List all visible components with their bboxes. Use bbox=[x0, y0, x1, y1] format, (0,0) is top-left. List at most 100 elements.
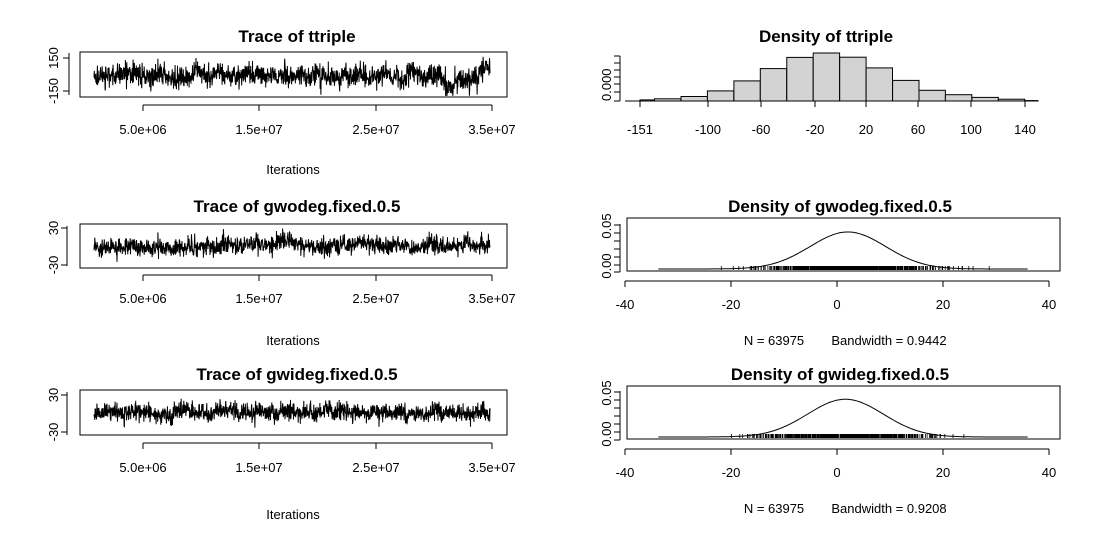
histogram-bar bbox=[681, 97, 707, 102]
x-tick-label: 3.5e+07 bbox=[468, 460, 515, 475]
trace-line bbox=[94, 229, 490, 262]
trace-gwodeg-panel: Trace of gwodeg.fixed.0.5 30 -30 5.0e+06… bbox=[0, 178, 553, 360]
histogram-bar bbox=[707, 91, 733, 101]
histogram-bar bbox=[760, 69, 786, 101]
x-axis: 5.0e+06 1.5e+07 2.5e+07 3.5e+07 bbox=[119, 275, 515, 306]
y-axis: 30 -30 bbox=[46, 388, 67, 442]
x-tick-label: 20 bbox=[936, 297, 950, 312]
histogram-bar bbox=[787, 57, 813, 101]
y-axis: 150 -150 bbox=[46, 47, 69, 104]
bandwidth-label: Bandwidth = 0.9208 bbox=[831, 501, 946, 516]
chart-title: Density of gwideg.fixed.0.5 bbox=[731, 365, 949, 384]
x-tick-label: -60 bbox=[752, 122, 771, 137]
x-axis: -40 -20 0 20 40 bbox=[616, 281, 1057, 312]
x-tick-label: 1.5e+07 bbox=[235, 291, 282, 306]
x-tick-label: 0 bbox=[833, 465, 840, 480]
x-tick-label: 100 bbox=[960, 122, 982, 137]
density-line bbox=[658, 232, 1027, 269]
x-tick-label: 5.0e+06 bbox=[119, 291, 166, 306]
y-tick-label: 0.05 bbox=[599, 380, 614, 405]
trace-line bbox=[94, 399, 490, 428]
x-tick-label: -20 bbox=[806, 122, 825, 137]
y-tick-label: 0.00 bbox=[599, 421, 614, 446]
x-tick-label: -100 bbox=[695, 122, 721, 137]
trace-series bbox=[94, 57, 490, 96]
density-ttriple-chart: Density of ttriple 0.000 -151 -100 -6 bbox=[553, 0, 1106, 178]
x-axis-label: Iterations bbox=[266, 507, 320, 522]
y-axis: 0.05 0.00 bbox=[599, 380, 620, 446]
histogram-bar bbox=[866, 68, 892, 101]
x-axis: -151 -100 -60 -20 20 60 100 140 bbox=[625, 101, 1038, 137]
chart-title: Density of gwodeg.fixed.0.5 bbox=[728, 197, 952, 216]
y-tick-label: -30 bbox=[46, 423, 61, 442]
x-tick-label: 5.0e+06 bbox=[119, 122, 166, 137]
plot-frame bbox=[627, 386, 1060, 439]
y-tick-label: -150 bbox=[46, 78, 61, 104]
x-tick-label: 1.5e+07 bbox=[235, 122, 282, 137]
density-line bbox=[658, 399, 1027, 437]
y-tick-label: 0.00 bbox=[599, 253, 614, 278]
x-tick-label: 3.5e+07 bbox=[468, 291, 515, 306]
trace-gwideg-chart: Trace of gwideg.fixed.0.5 30 -30 5.0e+06… bbox=[0, 355, 553, 532]
histogram-bar bbox=[840, 57, 866, 101]
y-tick-label: 30 bbox=[46, 388, 61, 402]
x-tick-label: -40 bbox=[616, 465, 635, 480]
chart-title: Trace of gwodeg.fixed.0.5 bbox=[194, 197, 401, 216]
density-gwideg-chart: Density of gwideg.fixed.0.5 0.05 0.00 -4… bbox=[553, 355, 1106, 532]
x-tick-label: -151 bbox=[627, 122, 653, 137]
trace-gwodeg-chart: Trace of gwodeg.fixed.0.5 30 -30 5.0e+06… bbox=[0, 178, 553, 355]
x-axis: -40 -20 0 20 40 bbox=[616, 449, 1057, 480]
trace-ttriple-panel: Trace of ttriple 150 -150 5.0e+06 1.5e+0… bbox=[0, 0, 553, 183]
sample-size-label: N = 63975 bbox=[744, 501, 804, 516]
x-tick-label: 40 bbox=[1042, 297, 1056, 312]
y-tick-label: 0.000 bbox=[599, 68, 614, 101]
x-tick-label: 0 bbox=[833, 297, 840, 312]
bandwidth-label: Bandwidth = 0.9442 bbox=[831, 333, 946, 348]
x-tick-label: 20 bbox=[936, 465, 950, 480]
y-tick-label: 150 bbox=[46, 47, 61, 69]
x-tick-label: 1.5e+07 bbox=[235, 460, 282, 475]
x-tick-label: 60 bbox=[911, 122, 925, 137]
x-axis: 5.0e+06 1.5e+07 2.5e+07 3.5e+07 bbox=[119, 443, 515, 475]
histogram-bar bbox=[893, 80, 919, 101]
trace-series bbox=[94, 229, 490, 262]
histogram-bar bbox=[945, 95, 971, 101]
x-axis-label: Iterations bbox=[266, 333, 320, 348]
x-axis: 5.0e+06 1.5e+07 2.5e+07 3.5e+07 bbox=[119, 105, 515, 137]
histogram-bar bbox=[919, 90, 945, 101]
x-tick-label: 3.5e+07 bbox=[468, 122, 515, 137]
density-curve bbox=[658, 232, 1027, 270]
x-tick-label: 2.5e+07 bbox=[352, 291, 399, 306]
trace-series bbox=[94, 399, 490, 428]
y-tick-label: -30 bbox=[46, 256, 61, 275]
chart-title: Density of ttriple bbox=[759, 27, 893, 46]
x-tick-label: 2.5e+07 bbox=[352, 460, 399, 475]
sample-size-label: N = 63975 bbox=[744, 333, 804, 348]
x-tick-label: -20 bbox=[722, 465, 741, 480]
trace-ttriple-chart: Trace of ttriple 150 -150 5.0e+06 1.5e+0… bbox=[0, 0, 553, 178]
trace-line bbox=[94, 57, 490, 96]
y-tick-label: 0.05 bbox=[599, 213, 614, 238]
histogram-bars bbox=[640, 53, 1038, 101]
x-tick-label: -20 bbox=[722, 297, 741, 312]
plot-frame bbox=[627, 218, 1060, 271]
histogram-bar bbox=[734, 81, 760, 101]
y-axis: 0.000 bbox=[599, 56, 620, 101]
trace-gwideg-panel: Trace of gwideg.fixed.0.5 30 -30 5.0e+06… bbox=[0, 355, 553, 537]
x-axis-label: Iterations bbox=[266, 162, 320, 177]
x-tick-label: 40 bbox=[1042, 465, 1056, 480]
y-tick-label: 30 bbox=[46, 221, 61, 235]
x-tick-label: 5.0e+06 bbox=[119, 460, 166, 475]
y-axis: 30 -30 bbox=[46, 221, 67, 275]
x-tick-label: -40 bbox=[616, 297, 635, 312]
histogram-bar bbox=[813, 53, 839, 101]
density-gwodeg-chart: Density of gwodeg.fixed.0.5 0.05 0.00 -4… bbox=[553, 178, 1106, 355]
density-ttriple-panel: Density of ttriple 0.000 -151 -100 -6 bbox=[553, 0, 1106, 183]
histogram-bar bbox=[972, 97, 998, 101]
rug-marks bbox=[732, 434, 964, 438]
x-tick-label: 2.5e+07 bbox=[352, 122, 399, 137]
x-tick-label: 20 bbox=[859, 122, 873, 137]
density-gwideg-panel: Density of gwideg.fixed.0.5 0.05 0.00 -4… bbox=[553, 355, 1106, 537]
chart-title: Trace of gwideg.fixed.0.5 bbox=[196, 365, 397, 384]
density-gwodeg-panel: Density of gwodeg.fixed.0.5 0.05 0.00 -4… bbox=[553, 178, 1106, 360]
